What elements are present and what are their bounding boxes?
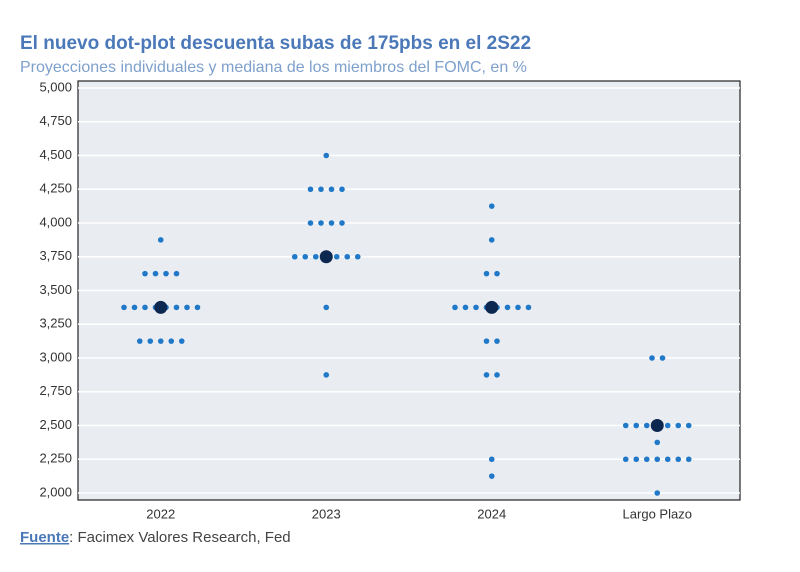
- dot: [318, 186, 324, 193]
- source-label: Fuente: [20, 529, 69, 546]
- dot: [323, 304, 330, 311]
- dot: [344, 253, 351, 260]
- dot: [525, 304, 532, 311]
- y-tick-label: 2,500: [39, 417, 72, 432]
- dot: [462, 304, 469, 311]
- y-tick-label: 4,500: [39, 147, 72, 162]
- dot: [194, 304, 201, 311]
- dot: [136, 338, 143, 344]
- dot: [339, 220, 345, 226]
- median-dot: [319, 250, 333, 264]
- dot: [664, 422, 671, 429]
- y-tick-label: 2,250: [39, 451, 72, 466]
- dot: [488, 237, 495, 243]
- dot: [173, 270, 180, 277]
- dot: [494, 372, 500, 378]
- dot: [659, 355, 666, 361]
- dot: [664, 456, 671, 463]
- dot: [168, 338, 175, 344]
- y-tick-label: 3,000: [39, 349, 72, 364]
- dot: [328, 220, 335, 226]
- dot: [633, 456, 640, 463]
- y-tick-label: 2,000: [39, 484, 72, 499]
- dot: [163, 270, 169, 277]
- dot: [488, 456, 495, 463]
- dot: [452, 304, 458, 311]
- dot: [323, 152, 330, 159]
- x-tick-label: Largo Plazo: [623, 506, 692, 521]
- dot: [318, 220, 324, 226]
- dot: [633, 422, 640, 429]
- dot: [354, 253, 361, 260]
- dot: [494, 338, 500, 344]
- dot: [654, 439, 661, 446]
- chart-subtitle: Proyecciones individuales y mediana de l…: [20, 59, 527, 76]
- dot: [142, 270, 148, 277]
- dot: [649, 355, 655, 361]
- dot: [323, 372, 330, 378]
- dot: [121, 304, 127, 311]
- dot: [173, 304, 180, 311]
- median-dot: [154, 300, 168, 314]
- dot: [333, 253, 340, 260]
- x-tick-label: 2024: [477, 506, 506, 521]
- dot: [685, 456, 692, 463]
- dot: [654, 456, 661, 463]
- dot: [675, 456, 682, 463]
- dot: [685, 422, 692, 429]
- dot: [515, 304, 521, 311]
- median-dot: [485, 300, 499, 314]
- dot: [312, 253, 319, 260]
- dot: [504, 304, 511, 311]
- dot: [483, 338, 490, 344]
- dot: [483, 270, 490, 277]
- dot: [184, 304, 190, 311]
- y-tick-label: 2,750: [39, 383, 72, 398]
- y-tick-label: 3,500: [39, 282, 72, 297]
- y-tick-label: 3,250: [39, 316, 72, 331]
- dot: [488, 203, 495, 209]
- dot: [291, 253, 298, 260]
- dot: [494, 270, 500, 277]
- x-tick-label: 2023: [312, 506, 341, 521]
- dot: [157, 237, 164, 243]
- dot: [654, 490, 661, 496]
- dot: [339, 186, 345, 193]
- dot: [152, 270, 159, 277]
- dot: [488, 473, 495, 479]
- source-text: : Facimex Valores Research, Fed: [69, 529, 290, 546]
- dot: [473, 304, 479, 311]
- dot: [157, 338, 164, 344]
- y-tick-label: 4,250: [39, 181, 72, 196]
- dot: [307, 186, 314, 193]
- y-tick-label: 4,000: [39, 214, 72, 229]
- dot: [622, 422, 629, 429]
- dot: [643, 422, 650, 429]
- dot: [483, 372, 490, 378]
- dot: [131, 304, 138, 311]
- dot: [142, 304, 148, 311]
- dot: [307, 220, 314, 226]
- dot: [675, 422, 682, 429]
- x-tick-label: 2022: [146, 506, 175, 521]
- dot: [328, 186, 335, 193]
- dot: [622, 456, 629, 463]
- median-dot: [650, 419, 664, 432]
- dot: [302, 253, 309, 260]
- y-tick-label: 3,750: [39, 248, 72, 263]
- dot: [147, 338, 154, 344]
- dot: [178, 338, 185, 344]
- dot: [643, 456, 650, 463]
- y-tick-label: 4,750: [39, 113, 72, 128]
- y-tick-label: 5,000: [39, 79, 72, 94]
- chart-title: El nuevo dot-plot descuenta subas de 175…: [20, 33, 531, 54]
- source: Fuente: Facimex Valores Research, Fed: [20, 529, 291, 546]
